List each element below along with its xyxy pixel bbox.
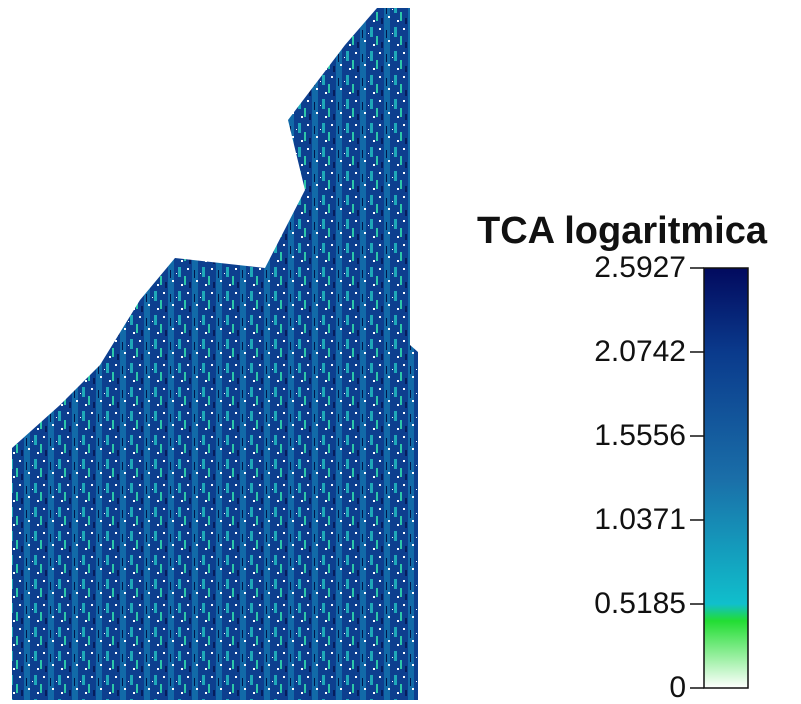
map-view: TCA logaritmica 0 0.5185 1.0371 1.5556 2.074… xyxy=(0,0,801,704)
tick-label: 1.5556 xyxy=(594,419,686,452)
tick-label: 1.0371 xyxy=(594,503,686,536)
legend-title: TCA logaritmica xyxy=(477,210,768,252)
tick-label: 2.0742 xyxy=(594,335,686,368)
raster-map xyxy=(12,8,418,700)
tick-label: 2.5927 xyxy=(594,251,686,284)
tick-label: 0.5185 xyxy=(594,587,686,620)
tick-label: 0 xyxy=(669,671,686,704)
colorbar xyxy=(704,268,748,688)
colorbar-ticks: 0 0.5185 1.0371 1.5556 2.0742 2.5927 xyxy=(594,251,704,704)
